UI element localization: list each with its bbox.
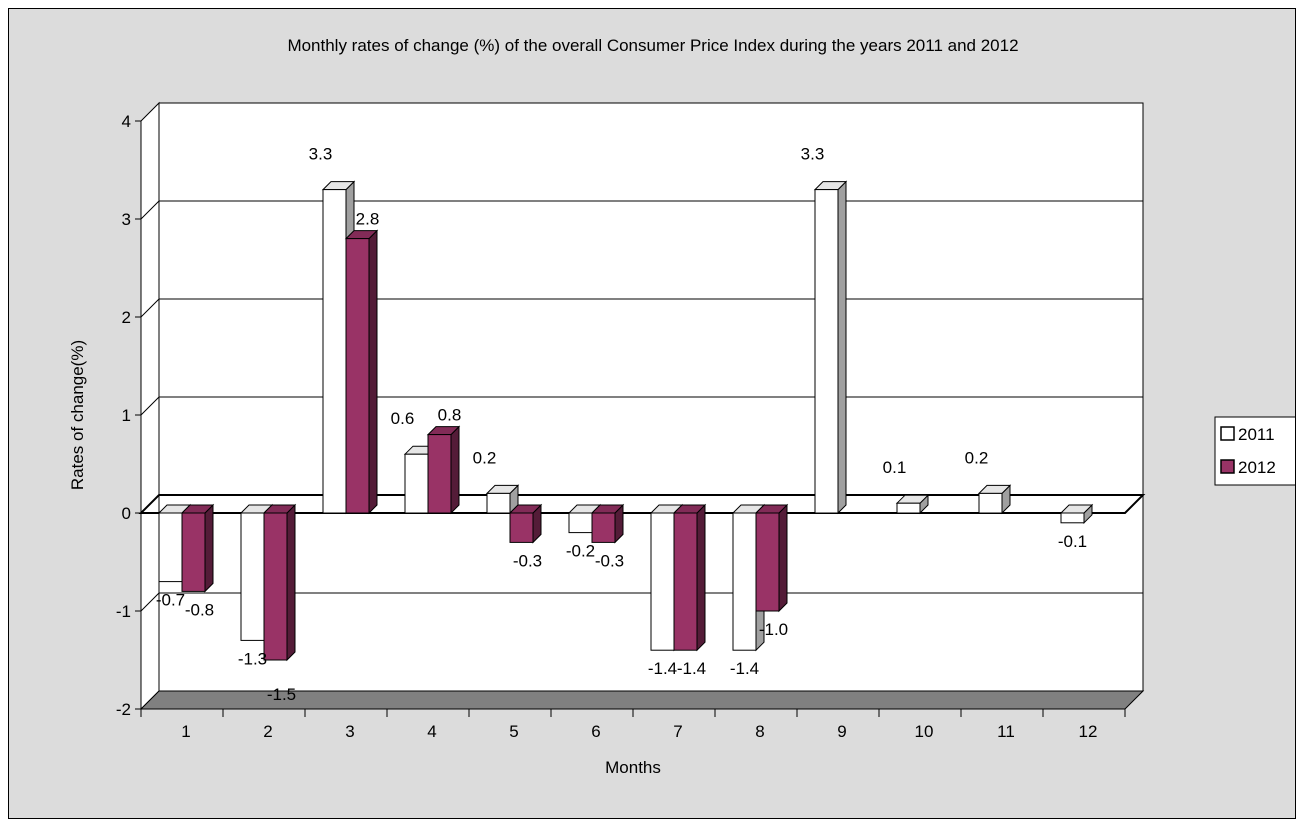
data-label-2011-8: -1.4 bbox=[730, 659, 759, 678]
x-tick-label-10: 10 bbox=[915, 722, 934, 741]
bar-front-2012-5 bbox=[509, 512, 534, 543]
data-label-2011-2: -1.3 bbox=[238, 649, 267, 668]
bar-front-2012-2 bbox=[263, 512, 288, 661]
data-label-2011-5: 0.2 bbox=[473, 448, 497, 467]
x-tick-label-8: 8 bbox=[755, 722, 764, 741]
gridline-side bbox=[140, 592, 160, 612]
data-label-2011-11: 0.2 bbox=[965, 448, 989, 467]
legend-swatch-2011 bbox=[1220, 426, 1235, 441]
bar-side-2011-9 bbox=[837, 180, 847, 515]
gridline-side bbox=[140, 298, 160, 318]
x-tick-label-2: 2 bbox=[263, 722, 272, 741]
bar-front-2011-10 bbox=[896, 502, 921, 514]
data-label-2011-12: -0.1 bbox=[1058, 532, 1087, 551]
data-label-2011-9: 3.3 bbox=[801, 145, 825, 164]
data-label-2012-8: -1.0 bbox=[759, 620, 788, 639]
bar-side-2012-8 bbox=[778, 503, 788, 613]
y-tick-label-3: 3 bbox=[122, 210, 131, 229]
bar-front-2011-7 bbox=[650, 512, 675, 651]
bar-front-2012-3 bbox=[345, 238, 370, 514]
bar-2012-2 bbox=[262, 503, 297, 662]
bar-front-2012-1 bbox=[181, 512, 206, 592]
y-tick-label--2: -2 bbox=[116, 700, 131, 719]
bar-front-2011-4 bbox=[404, 453, 429, 514]
data-label-2012-5: -0.3 bbox=[513, 551, 542, 570]
bar-front-2011-9 bbox=[814, 189, 839, 514]
y-tick-label-1: 1 bbox=[122, 406, 131, 425]
x-tick-label-6: 6 bbox=[591, 722, 600, 741]
gridline-side bbox=[140, 200, 160, 220]
data-label-2011-10: 0.1 bbox=[883, 458, 907, 477]
x-tick-label-11: 11 bbox=[997, 722, 1015, 741]
y-tick-label--1: -1 bbox=[116, 602, 131, 621]
data-label-2011-1: -0.7 bbox=[156, 591, 185, 610]
bar-front-2011-8 bbox=[732, 512, 757, 651]
y-axis-title: Rates of change(%) bbox=[68, 340, 87, 490]
x-tick-label-12: 12 bbox=[1079, 722, 1098, 741]
bar-side-2012-4 bbox=[450, 425, 460, 515]
y-tick-label-0: 0 bbox=[122, 504, 131, 523]
bar-2012-6 bbox=[590, 503, 625, 544]
bar-front-2012-8 bbox=[755, 512, 780, 612]
bar-2011-12 bbox=[1059, 503, 1094, 525]
x-tick-label-7: 7 bbox=[673, 722, 682, 741]
legend-label-2011: 2011 bbox=[1238, 425, 1275, 444]
gridline-side bbox=[140, 396, 160, 416]
data-label-2012-3: 2.8 bbox=[356, 210, 380, 229]
bar-2011-5 bbox=[485, 484, 520, 515]
bar-front-2011-2 bbox=[240, 512, 265, 641]
x-tick-label-5: 5 bbox=[509, 722, 518, 741]
bar-front-2011-11 bbox=[978, 492, 1003, 514]
x-tick-label-3: 3 bbox=[345, 722, 354, 741]
bar-front-2011-3 bbox=[322, 189, 347, 514]
bar-front-2012-7 bbox=[673, 512, 698, 651]
bar-front-2011-12 bbox=[1060, 512, 1085, 524]
y-tick-label-4: 4 bbox=[122, 112, 131, 131]
bar-2011-10 bbox=[895, 493, 930, 515]
bar-2012-3 bbox=[344, 229, 379, 515]
legend: 2011 2012 bbox=[1214, 416, 1295, 486]
bars bbox=[157, 180, 1094, 662]
bar-2011-11 bbox=[977, 484, 1012, 515]
bar-front-2012-6 bbox=[591, 512, 616, 543]
data-label-2012-2: -1.5 bbox=[267, 685, 296, 704]
bar-side-2012-2 bbox=[286, 503, 296, 662]
data-label-2012-1: -0.8 bbox=[185, 600, 214, 619]
x-tick-label-1: 1 bbox=[181, 722, 190, 741]
data-label-2012-7: -1.4 bbox=[677, 659, 706, 678]
bar-2012-8 bbox=[754, 503, 789, 613]
bar-2011-9 bbox=[813, 180, 848, 515]
bar-side-2012-7 bbox=[696, 503, 706, 652]
bar-front-2011-6 bbox=[568, 512, 593, 534]
bar-2012-7 bbox=[672, 503, 707, 652]
bar-side-2012-1 bbox=[204, 503, 214, 593]
data-label-2011-4: 0.6 bbox=[391, 409, 415, 428]
data-label-2011-6: -0.2 bbox=[566, 542, 595, 561]
bar-2012-1 bbox=[180, 503, 215, 593]
x-tick-label-4: 4 bbox=[427, 722, 436, 741]
bar-front-2012-4 bbox=[427, 434, 452, 514]
data-label-2011-7: -1.4 bbox=[648, 659, 677, 678]
legend-label-2012: 2012 bbox=[1238, 458, 1276, 477]
chart-frame: -2 -1 0 1 2 3 4 1 2 3 4 5 6 7 8 9 10 11 12 -0.7 -0.8 -1.3 -1.… bbox=[8, 8, 1296, 819]
bar-2012-5 bbox=[508, 503, 543, 544]
x-tick-label-9: 9 bbox=[837, 722, 846, 741]
x-axis-title: Months bbox=[605, 758, 661, 777]
bar-side-2012-3 bbox=[368, 229, 378, 515]
data-label-2012-6: -0.3 bbox=[595, 551, 624, 570]
bar-2012-4 bbox=[426, 425, 461, 515]
zero-plane bbox=[138, 494, 1146, 514]
data-label-2011-3: 3.3 bbox=[309, 145, 333, 164]
bar-front-2011-1 bbox=[158, 512, 183, 583]
chart-title: Monthly rates of change (%) of the overa… bbox=[287, 36, 1018, 55]
y-tick-label-2: 2 bbox=[122, 308, 131, 327]
data-label-2012-4: 0.8 bbox=[438, 406, 462, 425]
bar-front-2011-5 bbox=[486, 492, 511, 514]
data-labels: -0.7-0.8-1.3-1.53.32.80.6 0.80.2-0.3-0.2-… bbox=[156, 145, 1087, 704]
legend-swatch-2012 bbox=[1220, 459, 1235, 474]
